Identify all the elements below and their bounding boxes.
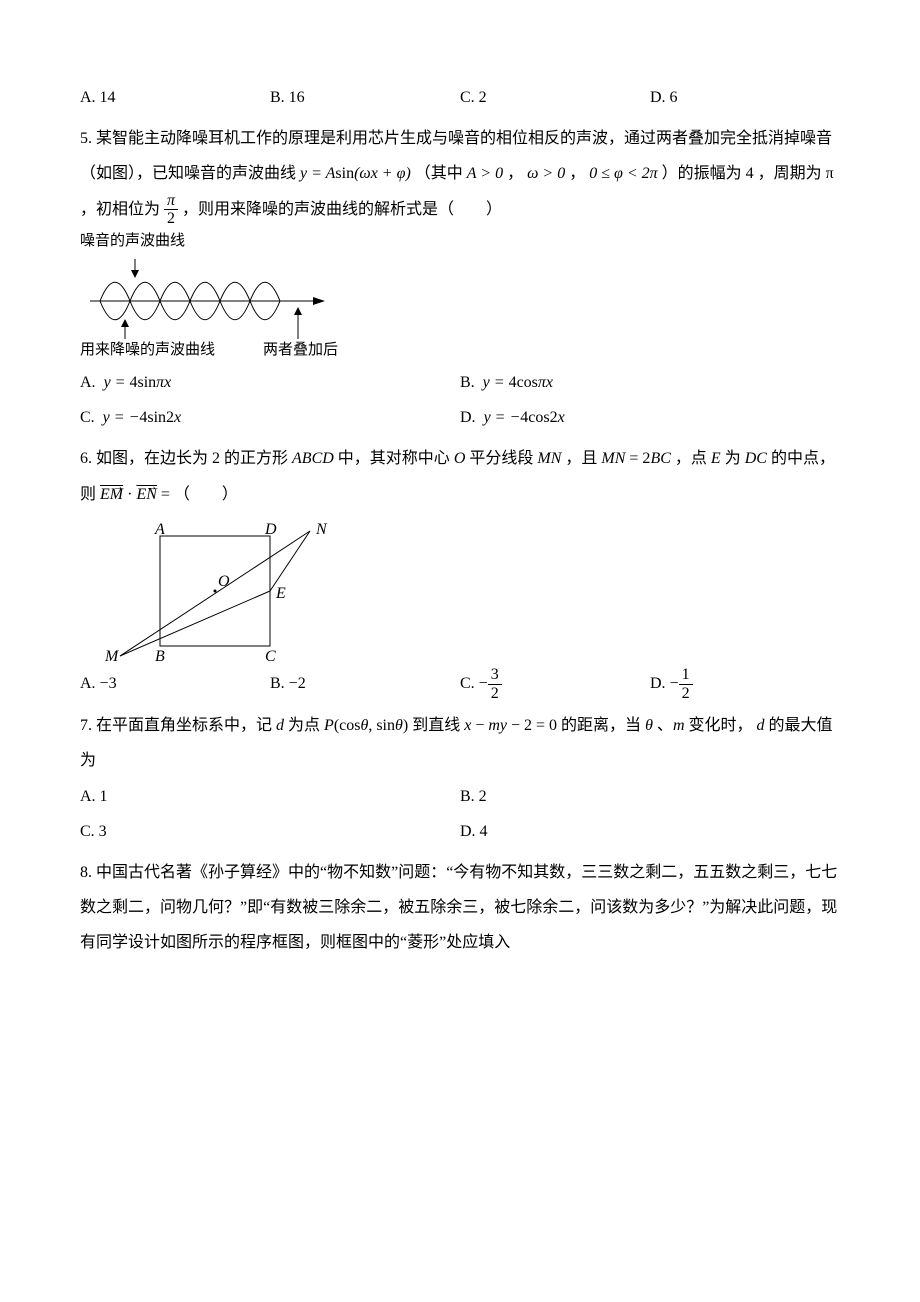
q4-options: A. 14 B. 16 C. 2 D. 6: [80, 80, 840, 115]
q7-options: A. 1 B. 2 C. 3 D. 4: [80, 779, 840, 849]
q7-opt-a: A. 1: [80, 779, 460, 814]
q5-opt-a: A. y = 4sinπx: [80, 365, 460, 400]
q6-lbl-M: M: [104, 648, 120, 665]
q5-t3: ，: [507, 165, 527, 182]
q6-options: A. −3 B. −2 C. −32 D. −12: [80, 666, 840, 702]
q5-fig-label-bottom: 用来降噪的声波曲线: [80, 341, 215, 361]
q8-num: 8.: [80, 864, 92, 881]
q5-opt-b: B. y = 4cosπx: [460, 365, 840, 400]
q5-frac-pi2: π2: [164, 192, 178, 228]
q4-opt-a: A. 14: [80, 80, 270, 115]
q7: 7. 在平面直角坐标系中，记 d 为点 P(cosθ, sinθ) 到直线 x …: [80, 708, 840, 778]
q4-opt-d: D. 6: [650, 80, 840, 115]
q5-opt-d: D. y = −4cos2x: [460, 400, 840, 435]
q5-c2: ω > 0: [527, 165, 565, 182]
q5-options: A. y = 4sinπx B. y = 4cosπx C. y = −4sin…: [80, 365, 840, 435]
q5-opt-c: C. y = −4sin2x: [80, 400, 460, 435]
q7-opt-d: D. 4: [460, 814, 840, 849]
q7-opt-c: C. 3: [80, 814, 460, 849]
q6-opt-c: C. −32: [460, 666, 650, 702]
q5-formula: y = Asin(ωx + φ): [300, 165, 411, 182]
q8-text: 中国古代名著《孙子算经》中的“物不知数”问题：“今有物不知其数，三三数之剩二，五…: [80, 864, 837, 951]
q6-vec-en: EN: [136, 486, 156, 503]
q5-figure: 噪音的声波曲线 用来降噪的声波曲线 两者叠加后: [80, 232, 840, 361]
q5-c3: 0 ≤ φ < 2π: [589, 165, 657, 182]
q5-t2: （其中: [415, 165, 467, 182]
q6-lbl-B: B: [155, 648, 165, 665]
q6: 6. 如图，在边长为 2 的正方形 ABCD 中，其对称中心 O 平分线段 MN…: [80, 441, 840, 511]
q6-opt-c-pre: C.: [460, 675, 479, 692]
q6-opt-d: D. −12: [650, 666, 840, 702]
q6-lbl-A: A: [154, 521, 165, 538]
q6-lbl-N: N: [315, 521, 328, 538]
q6-num: 6.: [80, 450, 92, 467]
q5-num: 5.: [80, 130, 92, 147]
q6-opt-d-pre: D.: [650, 675, 670, 692]
q6-opt-b: B. −2: [270, 666, 460, 702]
q6-vec-em: EM: [100, 486, 123, 503]
q5-fig-label-top: 噪音的声波曲线: [80, 232, 840, 252]
q6-figure: A D N B C M E O: [100, 516, 350, 666]
q6-lbl-E: E: [275, 585, 286, 602]
q6-lbl-D: D: [264, 521, 277, 538]
q5: 5. 某智能主动降噪耳机工作的原理是利用芯片生成与噪音的相位相反的声波，通过两者…: [80, 121, 840, 228]
q5-t4: ，: [569, 165, 589, 182]
q5-c1: A > 0: [467, 165, 503, 182]
q6-lbl-O: O: [218, 573, 230, 590]
q8: 8. 中国古代名著《孙子算经》中的“物不知数”问题：“今有物不知其数，三三数之剩…: [80, 855, 840, 961]
q5-t6: ，则用来降噪的声波曲线的解析式是（ ）: [182, 201, 502, 218]
q6-opt-a: A. −3: [80, 666, 270, 702]
q6-lbl-C: C: [265, 648, 276, 665]
q7-text: 在平面直角坐标系中，记 d 为点 P(cosθ, sinθ) 到直线 x − m…: [80, 717, 833, 769]
q7-opt-b: B. 2: [460, 779, 840, 814]
q4-opt-c: C. 2: [460, 80, 650, 115]
q6-t2: = （ ）: [161, 486, 238, 503]
q7-num: 7.: [80, 717, 92, 734]
q4-opt-b: B. 16: [270, 80, 460, 115]
q5-fig-svg: [80, 251, 340, 341]
q5-fig-label-right: 两者叠加后: [263, 341, 338, 361]
